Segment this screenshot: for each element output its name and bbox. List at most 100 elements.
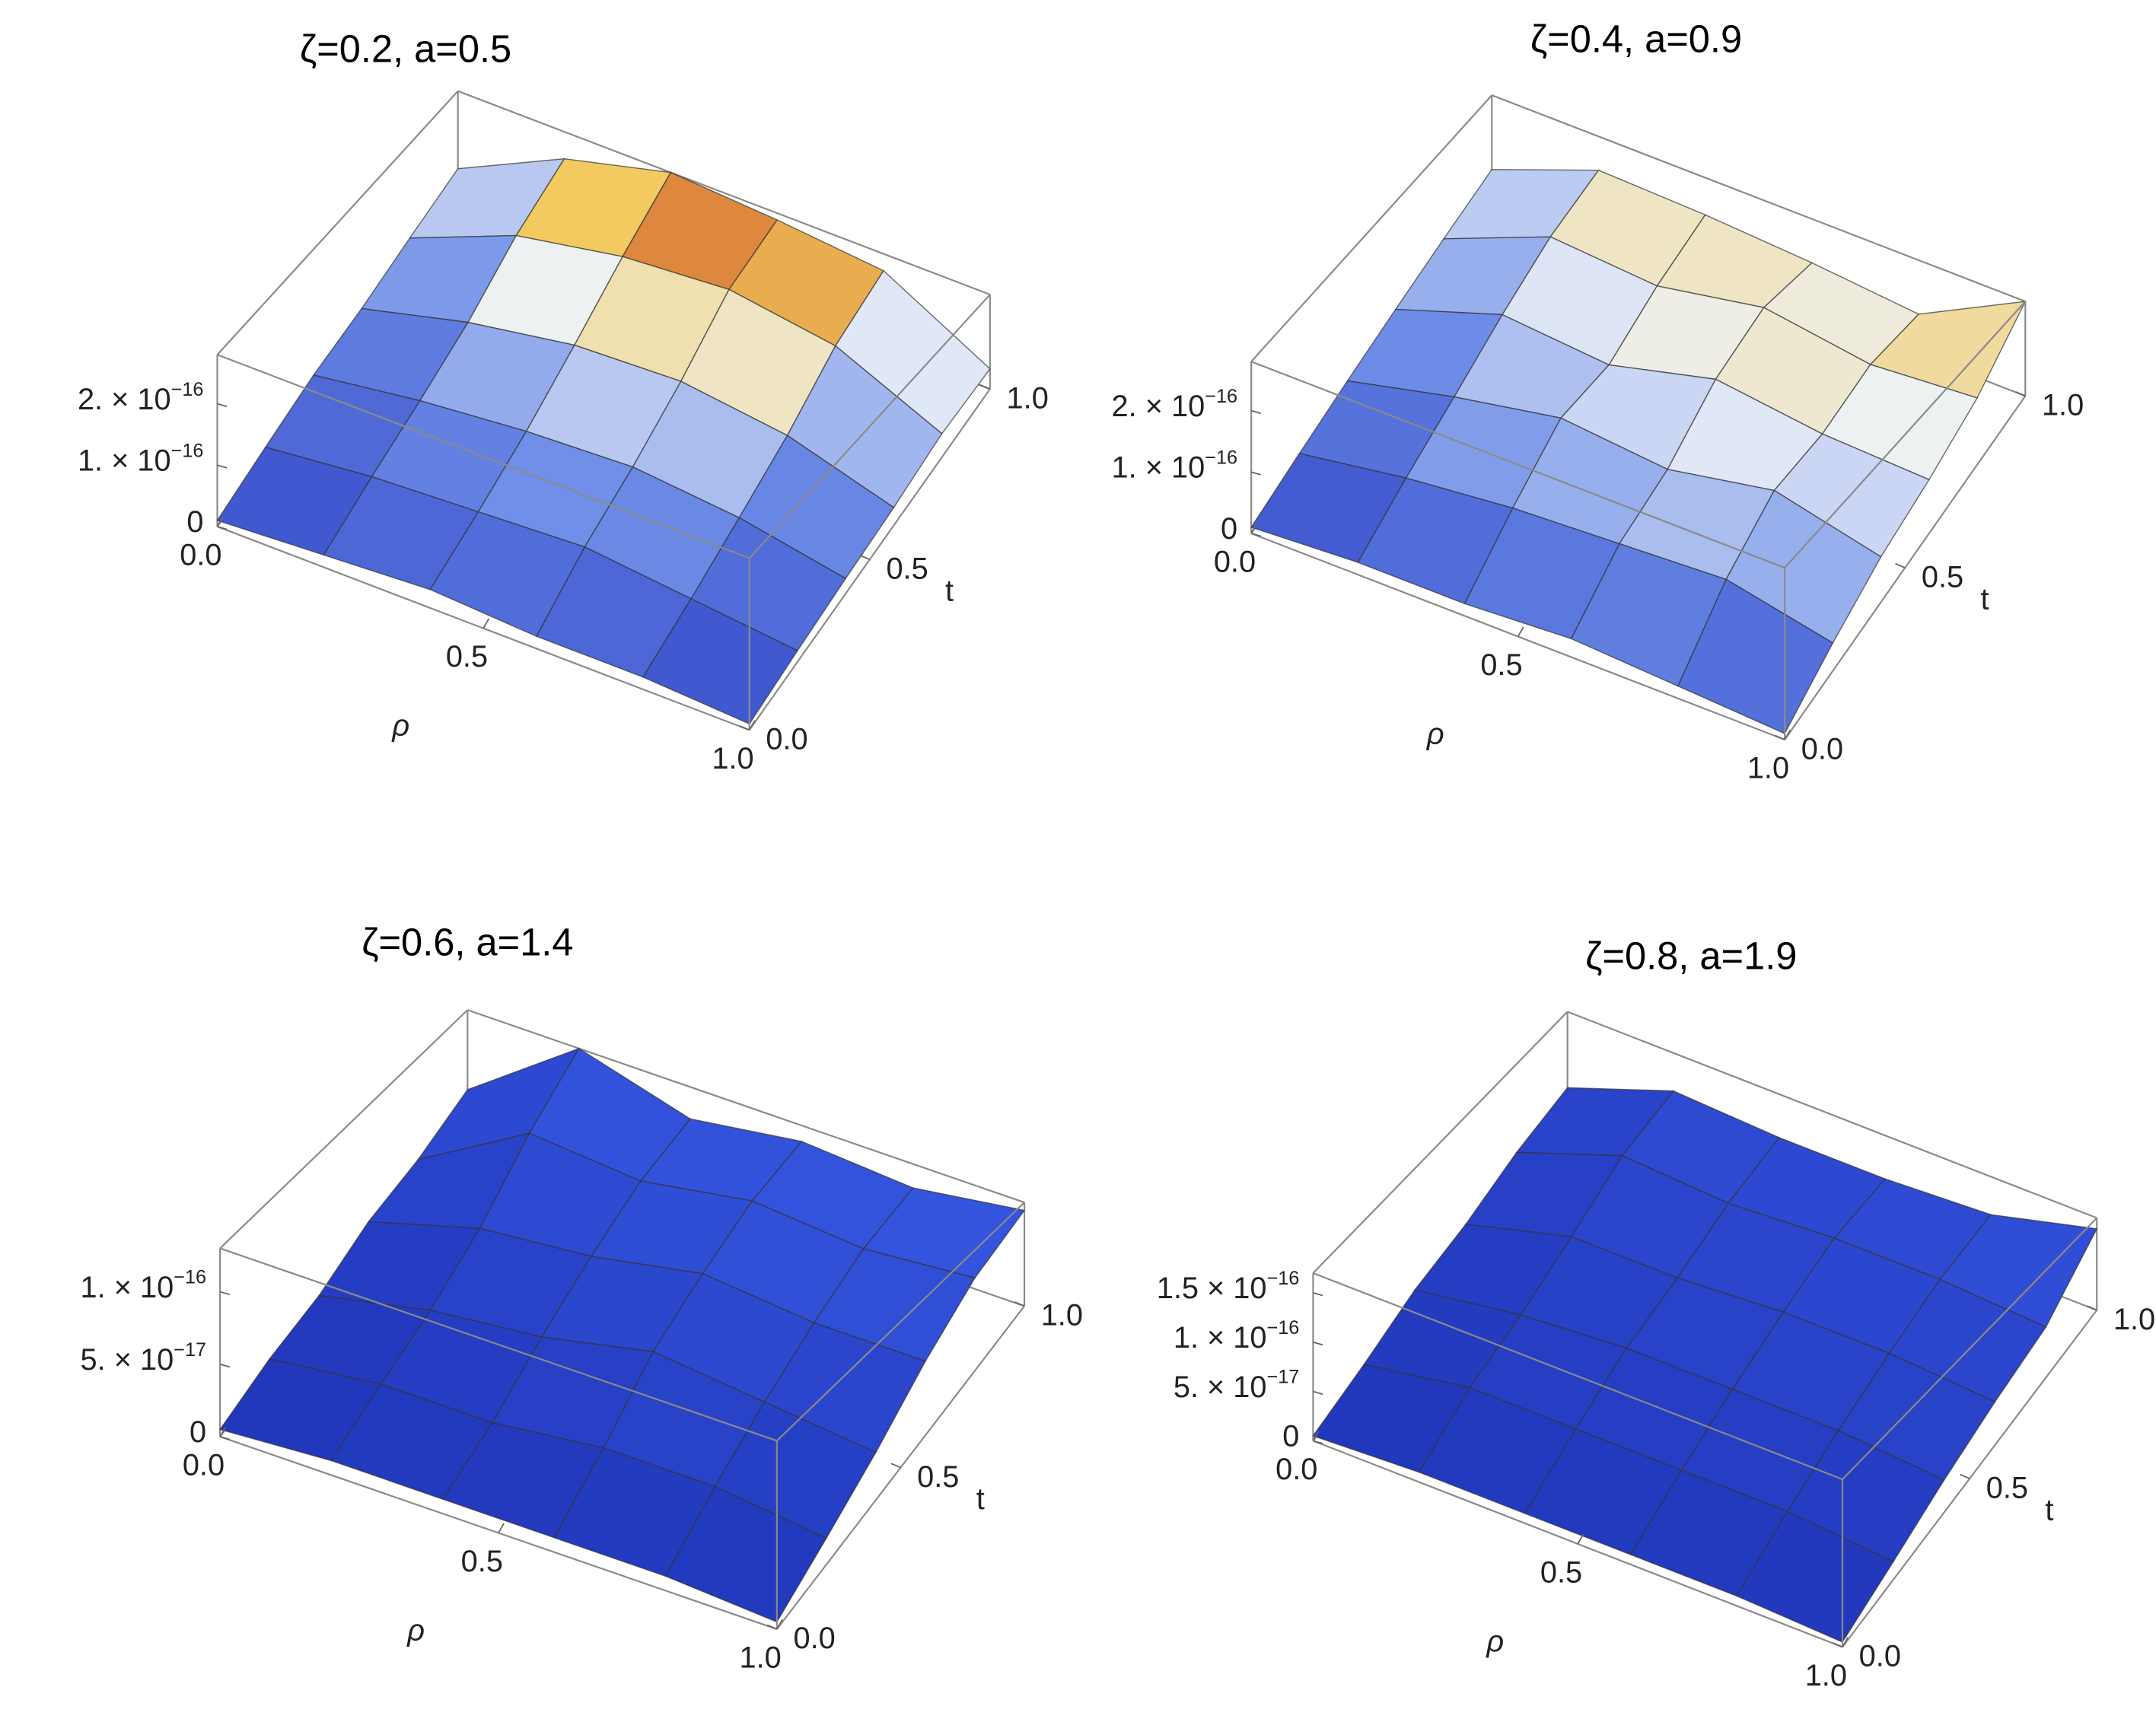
panel: 0.00.51.00.00.51.001. × 10−162. × 10−16ρ… — [78, 27, 1049, 775]
box-edge — [1250, 94, 1493, 362]
y-tick-label-text: 0.0 — [766, 723, 807, 756]
y-tick — [890, 1463, 901, 1469]
surface-patch — [1735, 1511, 1894, 1643]
z-tick — [1313, 1341, 1323, 1346]
x-tick-label-text: 1.0 — [740, 1641, 782, 1674]
z-tick — [217, 403, 228, 408]
y-tick — [859, 555, 871, 561]
box-edge — [457, 90, 991, 296]
x-axis-label: ρ — [406, 1613, 425, 1647]
box-edge — [1491, 94, 2026, 303]
y-tick-label: 1.0 — [2113, 1303, 2155, 1336]
y-tick-label-text: 1.0 — [2113, 1303, 2155, 1336]
y-tick — [766, 1624, 778, 1630]
z-tick-label-exponent: −16 — [1205, 447, 1237, 468]
y-tick — [1775, 734, 1785, 740]
y-tick-label: 0.0 — [766, 723, 807, 756]
z-tick-label-exponent: −17 — [174, 1339, 206, 1361]
y-tick-label-text: 0.0 — [794, 1622, 836, 1655]
box-edge — [219, 1009, 469, 1250]
y-tick-label: 0.5 — [1922, 560, 1963, 594]
chart-title: ζ=0.6, a=1.4 — [361, 921, 573, 964]
x-tick-label-text: 1.0 — [712, 742, 753, 775]
y-tick-label-text: 0.5 — [1986, 1471, 2028, 1504]
z-tick-label-text: 1. × 10 — [1112, 451, 1205, 485]
y-tick-label-text: 0.0 — [1859, 1640, 1901, 1673]
z-tick-label-text: 5. × 10 — [81, 1343, 174, 1377]
x-tick-label-text: 0.5 — [1480, 648, 1522, 682]
y-tick-label-text: 1.0 — [1007, 382, 1049, 415]
y-tick-label: 1.0 — [1007, 382, 1049, 415]
surface-patch — [664, 1485, 827, 1623]
y-tick — [739, 725, 750, 731]
x-tick-label: 1.0 — [1747, 752, 1789, 785]
z-tick-label: 2. × 10−16 — [78, 379, 204, 416]
box-edge — [776, 1202, 1025, 1442]
z-tick-label: 0 — [1282, 1420, 1299, 1453]
y-axis-label: t — [1980, 582, 1989, 616]
panel: 0.00.51.00.00.51.005. × 10−171. × 10−161… — [1157, 934, 2155, 1692]
z-tick-label-exponent: −16 — [171, 379, 204, 400]
z-tick-label-text: 1.5 × 10 — [1157, 1272, 1267, 1305]
x-tick-label: 0.5 — [1480, 648, 1522, 682]
y-tick — [1832, 1642, 1843, 1648]
x-tick — [1250, 523, 1258, 534]
x-tick — [1517, 626, 1524, 637]
box-edge — [1784, 301, 2027, 568]
y-axis-label: t — [976, 1482, 985, 1516]
z-tick — [1313, 1390, 1323, 1396]
z-tick — [217, 526, 228, 530]
z-tick-label: 0 — [1221, 512, 1237, 546]
x-tick-label: 0.5 — [1540, 1555, 1582, 1589]
x-tick-label: 0.5 — [461, 1545, 503, 1578]
z-tick-label-exponent: −17 — [1266, 1367, 1299, 1388]
y-tick-label: 1.0 — [1041, 1299, 1083, 1332]
z-tick — [1313, 1292, 1323, 1297]
x-axis-label: ρ — [1486, 1625, 1504, 1658]
x-tick — [748, 720, 756, 731]
y-tick-label: 0.5 — [1986, 1471, 2028, 1504]
z-tick-label-text: 2. × 10 — [1112, 390, 1205, 423]
z-tick — [219, 1363, 231, 1368]
box-edge — [748, 294, 991, 559]
z-tick-label-text: 5. × 10 — [1174, 1370, 1267, 1404]
z-tick-label: 2. × 10−16 — [1112, 386, 1238, 423]
z-tick-label: 0 — [186, 505, 203, 539]
z-tick-label-text: 1. × 10 — [78, 444, 171, 478]
box-edge — [1842, 1217, 2098, 1480]
z-tick-label: 1. × 10−16 — [1174, 1317, 1300, 1355]
z-tick-label-exponent: −16 — [1205, 386, 1237, 407]
x-tick-label-text: 0.0 — [1275, 1453, 1317, 1486]
x-axis-label: ρ — [391, 709, 409, 743]
x-tick-label-text: 0.0 — [183, 1449, 225, 1482]
y-tick-label: 0.5 — [917, 1460, 959, 1494]
y-tick-label: 0.5 — [886, 552, 928, 586]
y-tick — [1895, 562, 1906, 568]
z-tick — [1313, 1440, 1323, 1444]
x-axis-label: ρ — [1426, 717, 1444, 750]
x-tick-label: 0.0 — [180, 539, 221, 572]
z-tick-label-exponent: −16 — [174, 1267, 206, 1288]
y-tick — [2087, 1305, 2097, 1311]
x-tick — [482, 618, 490, 629]
z-tick-label-exponent: −16 — [1266, 1268, 1299, 1289]
x-tick-label-text: 0.5 — [461, 1545, 503, 1578]
x-tick — [498, 1523, 505, 1533]
box-edge — [1250, 361, 1785, 569]
y-tick-label-text: 1.0 — [2042, 389, 2084, 422]
z-tick-label: 5. × 10−17 — [1174, 1367, 1300, 1404]
x-tick — [219, 1426, 227, 1437]
panel: 0.0 0.5 1.0 0.0 0.5 1.0 0 5. × 10−17 1. × 10−16 ρ… — [81, 921, 1083, 1675]
z-tick — [1250, 471, 1262, 476]
z-tick-label: 1. × 10−16 — [78, 440, 204, 477]
y-tick-label: 1.0 — [2042, 389, 2084, 422]
y-axis-label: t — [2045, 1493, 2053, 1526]
x-tick-label: 1.0 — [712, 742, 753, 775]
box-edge — [1567, 1011, 2097, 1219]
z-tick-label-text: 2. × 10 — [78, 383, 171, 416]
z-tick — [1250, 533, 1262, 537]
z-tick — [1250, 409, 1262, 415]
x-tick-label-text: 0.0 — [1214, 546, 1256, 579]
x-tick-label-text: 1.0 — [1747, 752, 1789, 785]
